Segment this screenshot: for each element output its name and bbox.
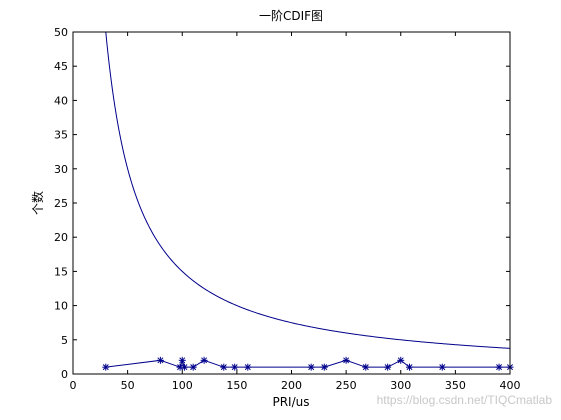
star-marker xyxy=(102,363,110,371)
y-tick-label: 25 xyxy=(54,197,68,210)
plot-area xyxy=(73,32,510,374)
plot-frame xyxy=(72,31,511,375)
y-tick-label: 45 xyxy=(54,60,68,73)
star-marker xyxy=(189,363,197,371)
star-marker xyxy=(156,356,164,364)
x-tick-label: 100 xyxy=(172,379,193,392)
y-tick-label: 40 xyxy=(54,94,68,107)
star-marker xyxy=(200,356,208,364)
y-tick-label: 0 xyxy=(61,368,68,381)
y-tick-label: 50 xyxy=(54,26,68,39)
star-marker xyxy=(362,363,370,371)
star-marker xyxy=(342,356,350,364)
star-marker xyxy=(244,363,252,371)
star-marker xyxy=(438,363,446,371)
star-marker xyxy=(231,363,239,371)
star-marker xyxy=(220,363,228,371)
series-curve-line xyxy=(105,31,511,349)
star-marker xyxy=(397,356,405,364)
chart-title: 一阶CDIF图 xyxy=(259,9,323,23)
x-tick-label: 0 xyxy=(70,379,77,392)
x-axis-label: PRI/us xyxy=(272,395,309,409)
y-tick-label: 30 xyxy=(54,163,68,176)
x-tick-label: 150 xyxy=(226,379,247,392)
x-tick-label: 350 xyxy=(445,379,466,392)
y-axis-label: 个数 xyxy=(30,191,45,215)
y-tick-label: 10 xyxy=(54,300,68,313)
x-tick-label: 400 xyxy=(500,379,521,392)
x-tick-label: 300 xyxy=(390,379,411,392)
star-marker xyxy=(384,363,392,371)
star-marker xyxy=(180,363,188,371)
star-marker xyxy=(307,363,315,371)
x-tick-label: 50 xyxy=(121,379,135,392)
x-tick-label: 250 xyxy=(336,379,357,392)
y-tick-label: 20 xyxy=(54,231,68,244)
x-tick-label: 200 xyxy=(281,379,302,392)
star-marker xyxy=(178,356,186,364)
star-marker xyxy=(495,363,503,371)
star-marker xyxy=(405,363,413,371)
star-marker xyxy=(320,363,328,371)
y-tick-label: 35 xyxy=(54,129,68,142)
y-tick-label: 5 xyxy=(61,334,68,347)
y-tick-label: 15 xyxy=(54,265,68,278)
watermark-text: https://blog.csdn.net/TIQCmatlab xyxy=(377,393,553,407)
